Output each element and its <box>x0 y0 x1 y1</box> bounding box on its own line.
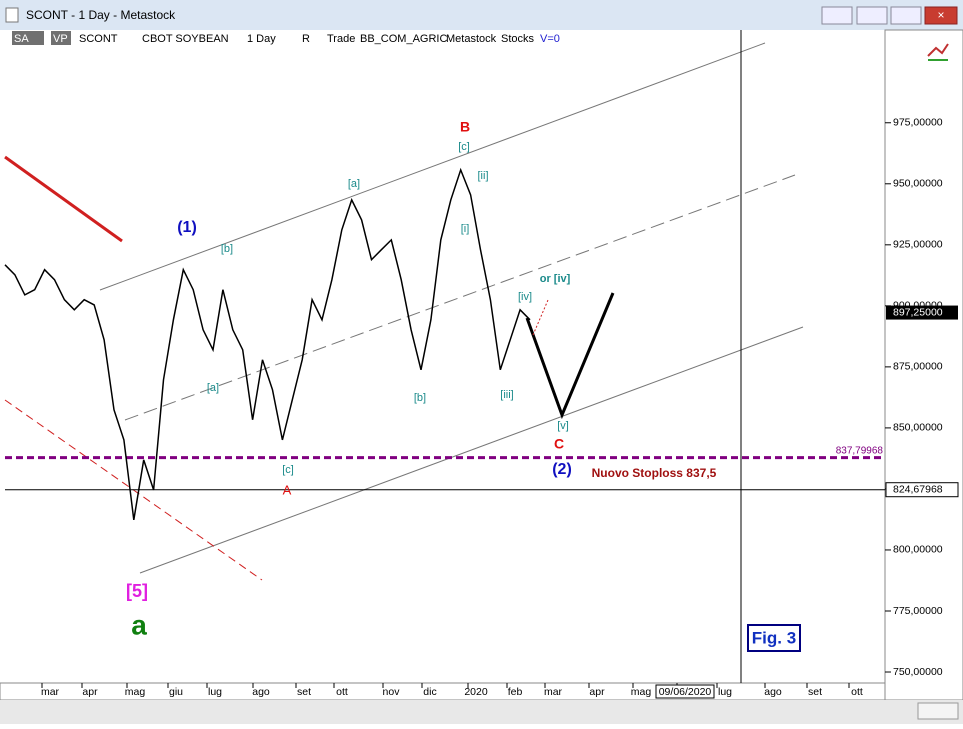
last-price-tag <box>886 305 958 320</box>
toolbar-button[interactable] <box>12 31 44 45</box>
x-tick-label: lug <box>718 686 732 698</box>
channel-upper <box>99 42 766 291</box>
x-tick-label: giu <box>169 686 183 698</box>
plot-area <box>0 30 885 683</box>
figure-box <box>747 624 801 652</box>
toolbar-item: R <box>302 33 310 45</box>
x-tick-label: apr <box>589 686 605 698</box>
toolbar-item: Stocks <box>501 33 535 45</box>
x-tick-label: mar <box>41 686 60 698</box>
chart-icon <box>927 43 949 61</box>
wave-label: a <box>131 609 147 640</box>
wave-label: [c] <box>282 464 294 476</box>
x-tick-label: ago <box>252 686 270 698</box>
toolbar-item: 1 Day <box>247 33 276 45</box>
app-icon <box>5 7 19 23</box>
wave-label: C <box>554 436 564 452</box>
wave-label: [iv] <box>518 291 532 303</box>
maximize-button[interactable] <box>890 6 922 25</box>
wave-label: [a] <box>207 382 219 394</box>
x-tick-label: dic <box>423 686 436 698</box>
x-tick-label: mag <box>631 686 652 698</box>
x-tick-label: ago <box>764 686 782 698</box>
level-label: 837,79968 <box>836 445 884 456</box>
wave-label: [a] <box>348 178 360 190</box>
level-label: 824,67968 <box>893 483 943 495</box>
wave-label: [i] <box>461 223 470 235</box>
toolbar-item: Metastock <box>446 33 497 45</box>
x-tick-label: 09/06/2020 <box>659 686 712 698</box>
wave-label: [ii] <box>478 170 489 182</box>
close-icon: × <box>937 8 944 22</box>
trend-lines <box>4 30 804 683</box>
x-tick-label: set <box>808 686 822 698</box>
x-tick-label: set <box>297 686 311 698</box>
toolbar-item: VP <box>53 33 68 45</box>
x-tick-label: mag <box>125 686 146 698</box>
wave-label: or [iv] <box>540 273 571 285</box>
restore-button[interactable] <box>821 6 853 25</box>
x-tick-label: ott <box>851 686 863 698</box>
y-tick-label: 925,00000 <box>893 239 943 251</box>
x-tick-label: 2020 <box>464 686 488 698</box>
wave-label: [c] <box>458 141 470 153</box>
y-tick-label: 850,00000 <box>893 422 943 434</box>
scroll-control[interactable] <box>917 702 959 720</box>
toolbar-item: V=0 <box>540 33 560 45</box>
title-bar <box>0 0 963 30</box>
toolbar-button[interactable] <box>51 31 71 45</box>
x-tick-label: nov <box>383 686 401 698</box>
y-tick-label: 775,00000 <box>893 605 943 617</box>
last-price-label: 897,25000 <box>893 306 943 318</box>
channel-lower <box>139 326 804 574</box>
wave-label: [5] <box>126 581 148 601</box>
wave-label: Nuovo Stoploss 837,5 <box>592 466 717 480</box>
wave-label: [b] <box>221 243 233 255</box>
y-tick-label: 800,00000 <box>893 544 943 556</box>
toolbar-item: BB_COM_AGRIC <box>360 33 447 45</box>
y-axis-panel <box>884 29 963 701</box>
projection-path <box>525 292 615 420</box>
toolbar-item: Trade <box>327 33 355 45</box>
status-bar <box>0 700 963 724</box>
wave-label: [iii] <box>500 389 513 401</box>
wave-label: (1) <box>177 219 197 236</box>
x-tick-label: ott <box>336 686 348 698</box>
price-line <box>4 167 531 521</box>
red-trend-line <box>4 155 123 243</box>
x-tick-label: apr <box>82 686 98 698</box>
wave-label: (2) <box>552 461 572 478</box>
x-tick-label: feb <box>508 686 523 698</box>
y-tick-label: 975,00000 <box>893 117 943 129</box>
wave-label: B <box>460 119 470 135</box>
wave-label: [b] <box>414 392 426 404</box>
wave-label: [v] <box>557 420 569 432</box>
y-tick-label: 950,00000 <box>893 178 943 190</box>
date-box <box>655 684 715 699</box>
level-tag <box>885 482 959 498</box>
toolbar-item: SCONT <box>79 33 118 45</box>
y-tick-label: 750,00000 <box>893 666 943 678</box>
wave-label: A <box>283 482 292 497</box>
toolbar-item: CBOT SOYBEAN <box>142 33 229 45</box>
x-tick-label: lug <box>208 686 222 698</box>
window-title: SCONT - 1 Day - Metastock <box>26 8 176 22</box>
toolbar-item: SA <box>14 33 29 45</box>
minimize-button[interactable] <box>856 6 888 25</box>
close-button[interactable] <box>924 6 958 25</box>
x-tick-label: mar <box>544 686 563 698</box>
y-tick-label: 875,00000 <box>893 361 943 373</box>
figure-label: Fig. 3 <box>752 628 796 647</box>
